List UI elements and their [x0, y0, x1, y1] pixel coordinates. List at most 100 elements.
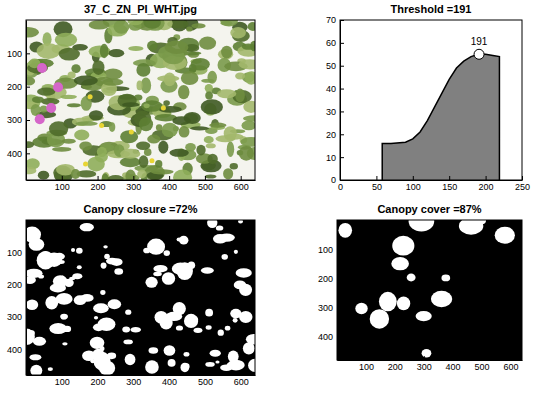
image-texture — [137, 170, 146, 179]
tick-label: 500 — [475, 362, 490, 372]
tick-label: 0 — [338, 182, 343, 192]
image-texture — [106, 258, 118, 265]
image-texture — [239, 146, 254, 161]
image-texture — [168, 359, 176, 367]
panel-title: 37_C_ZN_PI_WHT.jpg — [84, 3, 197, 15]
image-texture — [177, 262, 193, 280]
image-texture — [94, 316, 98, 320]
plot-frame — [26, 220, 255, 375]
tick: 10 — [326, 153, 344, 163]
image-texture — [32, 96, 44, 103]
tick: 200 — [91, 176, 106, 192]
image-texture — [62, 342, 67, 345]
image-texture — [431, 291, 452, 307]
image-texture — [93, 303, 109, 313]
tick-label: 300 — [7, 312, 22, 322]
tick: 200 — [91, 371, 106, 387]
tick-label: 200 — [91, 377, 106, 387]
y-axis: 100200300400 — [7, 221, 30, 376]
tick-mark — [449, 176, 450, 180]
figure: 10020030040050060010020030040037_C_ZN_PI… — [0, 0, 547, 400]
image-texture — [159, 106, 182, 113]
tick-label: 400 — [162, 182, 177, 192]
image-texture — [62, 139, 76, 144]
image-texture — [161, 106, 166, 111]
tick: 30 — [326, 107, 344, 117]
tick-label: 400 — [7, 149, 22, 159]
image-texture — [338, 223, 352, 238]
image-texture — [144, 20, 161, 29]
tick: 600 — [234, 176, 249, 192]
image-texture — [136, 142, 150, 150]
tick-label: 300 — [417, 362, 432, 372]
image-texture — [234, 250, 238, 254]
image-texture — [99, 123, 104, 128]
image-texture — [245, 71, 255, 84]
image-texture — [61, 316, 67, 319]
image-texture — [206, 325, 212, 329]
image-texture — [223, 168, 233, 179]
tick-label: 10 — [326, 153, 336, 163]
tick-label: 200 — [388, 362, 403, 372]
tick-mark — [205, 176, 206, 180]
tick: 400 — [7, 149, 30, 159]
tick: 200 — [7, 82, 30, 92]
tick-label: 400 — [7, 345, 22, 355]
tick-label: 300 — [126, 377, 141, 387]
image-texture — [158, 141, 168, 154]
plot-area — [26, 20, 255, 180]
tick-label: 600 — [234, 377, 249, 387]
tick-mark — [337, 308, 341, 309]
image-texture — [157, 75, 179, 81]
tick-mark — [133, 176, 134, 180]
image-texture — [205, 91, 213, 99]
tick-label: 400 — [446, 362, 461, 372]
image-texture — [495, 227, 515, 244]
image-texture — [227, 141, 234, 157]
image-texture — [233, 318, 238, 323]
image-texture — [147, 41, 158, 51]
tick-label: 200 — [91, 182, 106, 192]
tick-mark — [26, 120, 30, 121]
image-texture — [42, 259, 53, 265]
image-texture — [129, 130, 134, 135]
image-texture — [204, 136, 214, 143]
tick-label: 200 — [479, 182, 494, 192]
tick: 500 — [475, 356, 490, 372]
image-texture — [128, 46, 143, 51]
image-texture — [79, 141, 92, 150]
tick-mark — [340, 134, 344, 135]
image-texture — [217, 89, 236, 98]
tick-label: 150 — [442, 182, 457, 192]
image-texture — [53, 275, 68, 287]
panel: 100200300400500600100200300400Canopy clo… — [7, 203, 262, 387]
tick: 600 — [234, 371, 249, 387]
image-texture — [355, 303, 367, 314]
image-texture — [199, 36, 216, 49]
image-texture — [38, 171, 49, 180]
image-texture — [184, 112, 201, 124]
image-texture — [178, 85, 190, 99]
image-texture — [209, 123, 226, 128]
image-texture — [101, 262, 107, 268]
image-texture — [74, 295, 86, 305]
tick: 20 — [326, 130, 344, 140]
image-texture — [201, 99, 223, 114]
tick-label: 200 — [7, 280, 22, 290]
tick-label: 400 — [162, 377, 177, 387]
tick-label: 300 — [7, 115, 22, 125]
image-texture — [180, 363, 189, 372]
tick-mark — [424, 356, 425, 360]
tick: 300 — [126, 371, 141, 387]
tick-mark — [241, 176, 242, 180]
image-texture — [215, 360, 219, 363]
image-texture — [190, 126, 209, 130]
tick-mark — [26, 285, 30, 286]
image-texture — [125, 354, 136, 366]
image-texture — [248, 22, 255, 31]
image-texture — [139, 155, 149, 168]
image-texture — [37, 43, 61, 59]
image-texture — [83, 162, 88, 167]
image-texture — [55, 33, 77, 47]
image-texture — [125, 170, 135, 180]
